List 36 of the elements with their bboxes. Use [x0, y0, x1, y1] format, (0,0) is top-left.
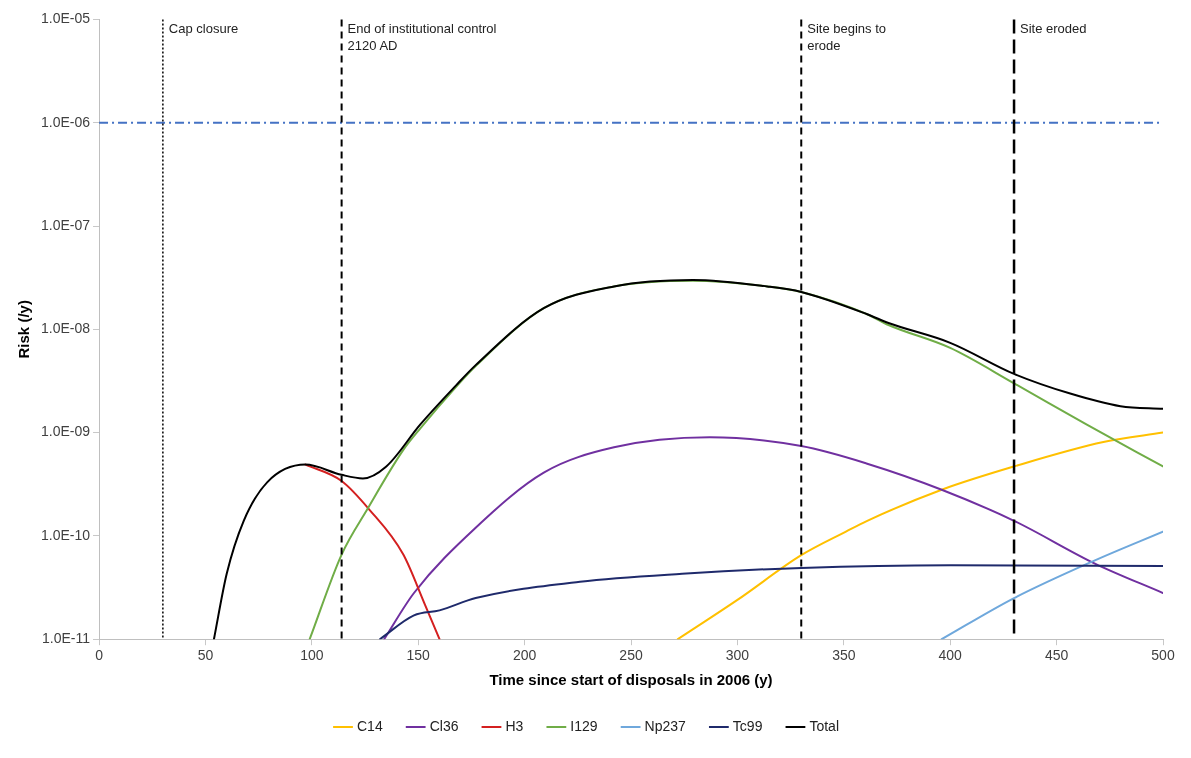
x-tick-label: 150: [406, 647, 431, 664]
legend-label: Cl36: [429, 717, 459, 734]
line-series: [383, 436, 1163, 640]
ref-line-label: Site eroded: [1020, 21, 1087, 37]
x-tick-label: 450: [1044, 647, 1069, 664]
x-tick-label: 50: [197, 647, 214, 664]
legend-label: C14: [356, 717, 383, 734]
ref-line-label: Site begins to erode: [807, 21, 887, 54]
x-tick-label: 0: [95, 647, 104, 664]
ref-line-label: Cap closure: [168, 21, 239, 37]
y-tick-label: 1.0E-11: [42, 630, 91, 647]
line-series: [304, 463, 441, 640]
x-tick-label: 100: [300, 647, 324, 664]
x-tick-label: 200: [512, 647, 537, 664]
line-series: [940, 530, 1163, 640]
legend-label: Total: [809, 717, 840, 734]
line-series: [378, 564, 1163, 640]
line-series: [676, 431, 1163, 640]
y-tick-label: 1.0E-07: [40, 216, 91, 233]
x-tick-label: 350: [832, 647, 856, 664]
y-tick-label: 1.0E-06: [40, 113, 91, 130]
x-tick-label: 250: [619, 647, 643, 664]
y-axis-title: Risk (/y): [15, 300, 33, 359]
x-tick-label: 400: [938, 647, 963, 664]
legend-label: Tc99: [732, 717, 763, 734]
y-tick-label: 1.0E-09: [40, 423, 91, 440]
legend-label: I129: [570, 717, 598, 734]
y-tick-label: 1.0E-08: [40, 320, 91, 337]
y-tick-label: 1.0E-10: [40, 526, 91, 543]
legend-label: Np237: [644, 717, 687, 734]
x-tick-label: 300: [725, 647, 750, 664]
x-axis-title: Time since start of disposals in 2006 (y): [489, 671, 773, 689]
x-tick-label: 500: [1151, 647, 1175, 664]
y-tick-label: 1.0E-05: [40, 10, 91, 27]
legend-label: H3: [505, 717, 524, 734]
ref-line-label: End of institutional control 2120 AD: [347, 21, 497, 54]
